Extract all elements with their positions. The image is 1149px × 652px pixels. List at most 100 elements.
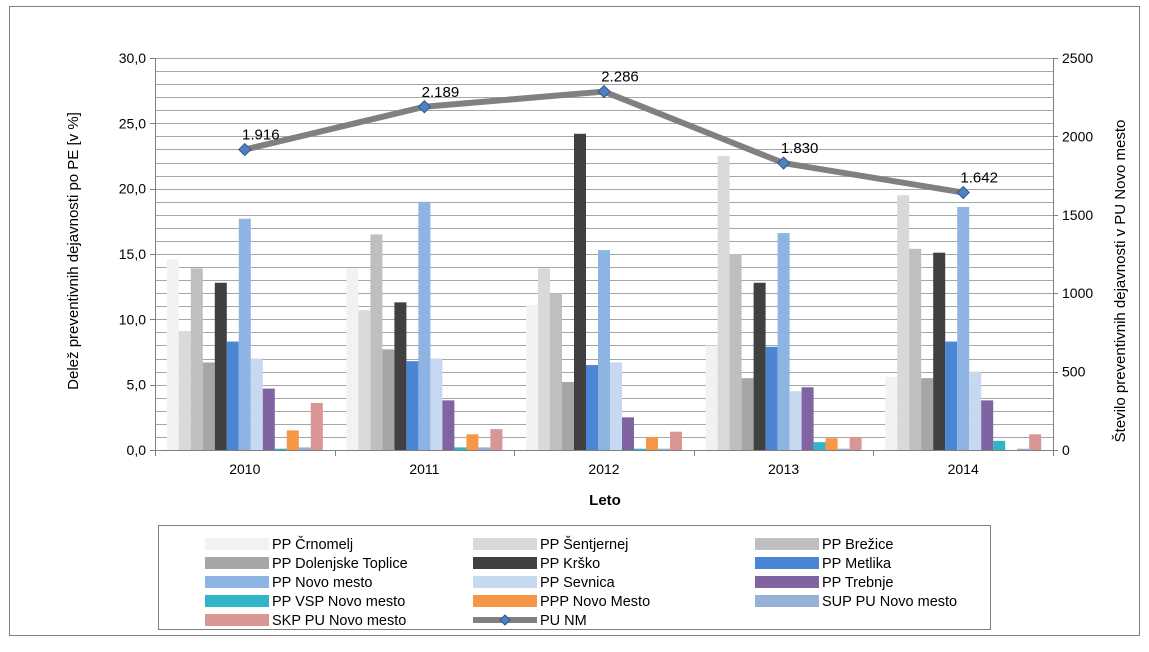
- bar: [286, 430, 299, 450]
- bar: [562, 382, 574, 450]
- legend-label: PP Črnomelj: [272, 536, 353, 553]
- bar: [574, 133, 586, 450]
- legend-swatch: [755, 557, 819, 569]
- line-marker: [597, 84, 611, 99]
- bar: [454, 447, 467, 450]
- bar: [586, 365, 598, 450]
- bar: [226, 341, 239, 450]
- bar: [490, 429, 503, 450]
- line-data-label: 2.286: [601, 69, 639, 86]
- line-marker: [417, 100, 432, 114]
- bar: [921, 378, 934, 450]
- y-tick-label: 0,0: [127, 442, 147, 458]
- legend-label: PU NM: [540, 613, 587, 629]
- bar: [238, 218, 251, 450]
- legend-swatch: [755, 538, 819, 550]
- line-marker: [956, 185, 970, 200]
- bar: [813, 442, 826, 450]
- bar: [466, 434, 479, 450]
- bar: [538, 268, 550, 450]
- legend-swatch: [473, 557, 537, 569]
- y-tick-label: 30,0: [119, 50, 146, 66]
- bar: [1017, 448, 1030, 450]
- bar: [202, 362, 215, 450]
- legend-label: PPP Novo Mesto: [540, 594, 650, 610]
- bar: [945, 341, 958, 450]
- y2-tick-label: 1000: [1062, 285, 1093, 301]
- y2-tick-label: 500: [1062, 364, 1086, 380]
- y-tick-label: 5,0: [127, 377, 147, 393]
- bar: [825, 438, 838, 450]
- bar: [622, 417, 634, 450]
- bar: [262, 388, 275, 450]
- bars-layer: [166, 133, 1042, 450]
- legend-swatch: [473, 576, 537, 588]
- bar: [909, 248, 922, 450]
- legend-swatch: [205, 557, 269, 569]
- legend-label: PP Brežice: [822, 537, 893, 553]
- bar: [598, 250, 610, 450]
- bar: [418, 201, 431, 450]
- x-tick-label: 2014: [948, 461, 979, 477]
- y2-axis-title: Število preventivnih dejavnosti v PU Nov…: [1112, 120, 1129, 443]
- bar: [753, 282, 766, 450]
- legend-swatch: [755, 595, 819, 607]
- bar: [658, 448, 670, 450]
- line-data-label: 1.642: [960, 170, 998, 187]
- bar: [849, 436, 862, 450]
- line-data-label: 1.830: [781, 140, 819, 157]
- x-tick-label: 2010: [229, 461, 260, 477]
- bar: [430, 358, 443, 450]
- bar: [789, 391, 802, 450]
- bar: [298, 447, 311, 450]
- bar: [610, 362, 622, 450]
- bar: [370, 234, 383, 450]
- legend-swatch: [755, 576, 819, 588]
- bar: [981, 400, 994, 450]
- legend-swatch: [205, 614, 269, 626]
- legend-label: PP Sevnica: [540, 575, 616, 591]
- bar: [933, 252, 946, 450]
- legend-swatch: [473, 595, 537, 607]
- bar: [178, 331, 191, 450]
- bar: [957, 206, 970, 450]
- y-tick-label: 15,0: [119, 246, 146, 262]
- bar: [634, 448, 646, 450]
- legend-swatch: [205, 538, 269, 550]
- bar: [250, 358, 263, 450]
- line-data-label: 2.189: [422, 84, 460, 101]
- y2-tick-label: 0: [1062, 442, 1070, 458]
- bar: [190, 268, 203, 450]
- bar: [478, 447, 491, 450]
- legend-swatch: [473, 538, 537, 550]
- bar: [394, 302, 407, 450]
- legend-swatch: [205, 595, 269, 607]
- bar: [885, 376, 898, 450]
- bar: [741, 378, 754, 450]
- y-axis-title: Delež preventivnih dejavnosti po PE [v %…: [65, 112, 82, 390]
- bar: [705, 345, 718, 450]
- legend-marker: [499, 614, 511, 626]
- bar: [358, 310, 371, 450]
- legend-label: PP Trebnje: [822, 575, 893, 591]
- legend-label: PP Dolenjske Toplice: [272, 556, 408, 572]
- y2-tick-label: 2500: [1062, 50, 1093, 66]
- bar: [717, 156, 730, 450]
- bar: [406, 361, 419, 450]
- bar: [274, 448, 287, 450]
- bar: [214, 282, 227, 450]
- y-tick-label: 20,0: [119, 181, 146, 197]
- bar: [166, 259, 179, 450]
- bar: [646, 436, 658, 450]
- legend-label: SUP PU Novo mesto: [822, 594, 957, 610]
- bar: [346, 268, 359, 450]
- x-axis-title: Leto: [589, 492, 621, 509]
- axes-layer: 0,0 5,0 10,0 15,0 20,0 25,0 30,0 0 500 1000 1500 20…: [119, 50, 1094, 477]
- bar: [897, 195, 910, 450]
- x-tick-label: 2012: [588, 461, 619, 477]
- bar: [837, 448, 850, 450]
- bar: [777, 233, 790, 450]
- bar: [801, 387, 814, 450]
- bar: [1029, 434, 1042, 450]
